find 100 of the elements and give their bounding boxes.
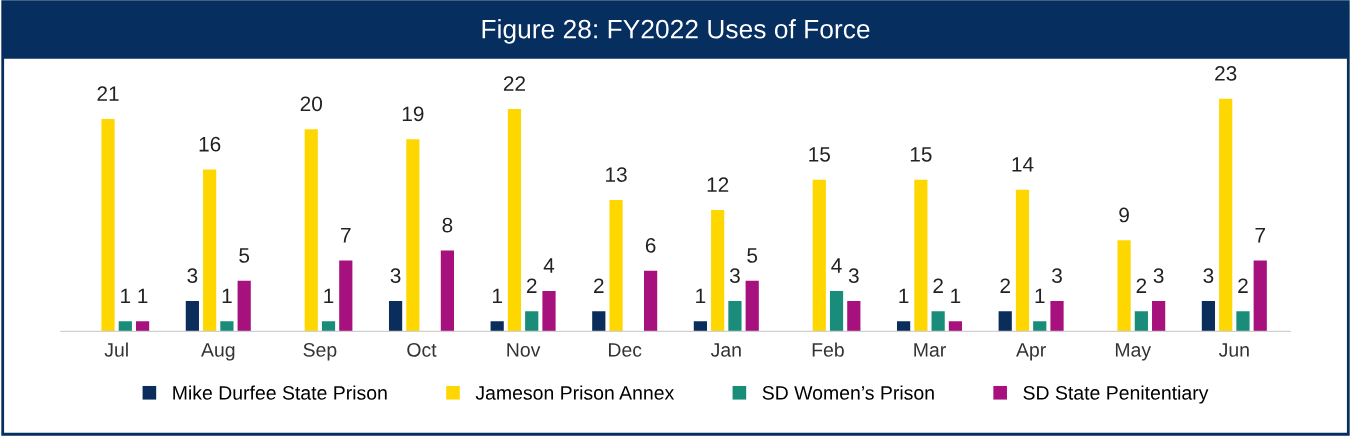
data-label: 2 bbox=[1238, 278, 1248, 293]
bar bbox=[609, 199, 623, 332]
bar bbox=[542, 290, 556, 332]
data-label: 1 bbox=[1035, 288, 1045, 304]
bar bbox=[490, 321, 504, 332]
data-label: 1 bbox=[324, 288, 334, 304]
bar bbox=[931, 311, 945, 332]
bar bbox=[693, 321, 707, 332]
data-label: 2 bbox=[1000, 278, 1010, 293]
data-label: 3 bbox=[187, 268, 198, 284]
data-label: 7 bbox=[1255, 228, 1265, 243]
bar bbox=[745, 280, 759, 332]
bar bbox=[728, 301, 742, 332]
bar bbox=[1152, 301, 1166, 332]
bar bbox=[1253, 260, 1267, 332]
bar bbox=[101, 119, 115, 332]
bar bbox=[847, 301, 861, 332]
bar bbox=[339, 260, 353, 332]
x-tick-label: Jul bbox=[104, 342, 128, 357]
bar bbox=[203, 169, 217, 332]
bar bbox=[321, 321, 336, 332]
bar bbox=[914, 179, 928, 332]
data-label: 1 bbox=[222, 288, 232, 304]
bar bbox=[812, 179, 826, 332]
data-label: 3 bbox=[1052, 268, 1062, 284]
bar bbox=[525, 311, 539, 332]
data-label: 1 bbox=[696, 288, 706, 304]
x-tick-label: Jan bbox=[710, 343, 741, 357]
bar bbox=[220, 321, 234, 332]
data-label: 19 bbox=[402, 106, 424, 122]
bar bbox=[1015, 189, 1030, 332]
data-label: 2 bbox=[526, 278, 537, 293]
data-label: 1 bbox=[951, 288, 961, 304]
bar bbox=[948, 321, 963, 332]
data-label: 1 bbox=[492, 288, 502, 304]
bar bbox=[897, 321, 911, 332]
bar bbox=[507, 108, 522, 332]
data-label: 3 bbox=[729, 268, 740, 284]
data-label: 3 bbox=[1153, 268, 1164, 284]
bar bbox=[1050, 301, 1064, 332]
data-label: 15 bbox=[910, 147, 932, 162]
data-label: 1 bbox=[138, 288, 148, 304]
x-tick-label: Nov bbox=[507, 343, 541, 357]
bar bbox=[592, 311, 606, 332]
bar bbox=[185, 301, 199, 332]
data-label: 23 bbox=[1215, 66, 1237, 81]
bar bbox=[1219, 98, 1233, 332]
x-tick-label: Aug bbox=[201, 343, 235, 361]
bar bbox=[388, 301, 403, 332]
data-label: 21 bbox=[97, 86, 119, 101]
data-label: 13 bbox=[606, 167, 627, 182]
bar bbox=[135, 321, 150, 332]
data-label: 3 bbox=[390, 268, 401, 284]
data-label: 1 bbox=[121, 288, 131, 304]
bar bbox=[440, 250, 454, 332]
bar bbox=[237, 280, 251, 332]
bar bbox=[829, 290, 844, 332]
x-tick-label: Sep bbox=[303, 342, 337, 361]
data-label: 15 bbox=[809, 147, 830, 162]
data-label: 5 bbox=[747, 248, 758, 263]
data-label: 4 bbox=[831, 258, 842, 273]
data-label: 2 bbox=[933, 278, 943, 293]
bar bbox=[406, 139, 420, 332]
bar bbox=[304, 129, 318, 332]
x-tick-label: May bbox=[1115, 343, 1152, 361]
bar bbox=[1117, 240, 1131, 332]
data-label: 6 bbox=[645, 237, 656, 253]
data-label: 16 bbox=[199, 136, 221, 152]
bar bbox=[1201, 301, 1216, 332]
data-label: 3 bbox=[848, 268, 859, 284]
data-label: 4 bbox=[543, 258, 555, 273]
bar bbox=[118, 321, 132, 332]
bar bbox=[644, 270, 658, 332]
bar bbox=[1033, 321, 1047, 332]
data-label: 5 bbox=[239, 248, 250, 263]
data-label: 14 bbox=[1012, 157, 1034, 172]
data-label: 3 bbox=[1203, 268, 1214, 284]
data-label: 20 bbox=[300, 96, 323, 112]
bar bbox=[711, 210, 725, 332]
chart-title: Figure 28: FY2022 Uses of Force bbox=[482, 19, 870, 44]
bar bbox=[1134, 311, 1148, 332]
data-label: 2 bbox=[1136, 278, 1147, 293]
legend-label: Jameson Prison Annex bbox=[475, 385, 675, 400]
legend-label: Mike Durfee State Prison bbox=[173, 385, 387, 400]
data-label: 2 bbox=[594, 278, 604, 293]
legend-label: SD Women’s Prison bbox=[762, 385, 934, 400]
data-label: 12 bbox=[707, 177, 729, 192]
data-label: 9 bbox=[1119, 207, 1129, 223]
bar bbox=[998, 311, 1012, 332]
x-tick-label: Mar bbox=[914, 343, 946, 357]
data-label: 8 bbox=[442, 217, 453, 233]
x-tick-label: Oct bbox=[407, 342, 437, 357]
legend-label: SD State Penitentiary bbox=[1023, 385, 1209, 404]
x-tick-label: Feb bbox=[812, 342, 844, 357]
data-label: 1 bbox=[899, 288, 909, 304]
bar bbox=[1236, 311, 1250, 332]
data-label: 7 bbox=[341, 228, 351, 243]
x-tick-label: Apr bbox=[1016, 343, 1046, 361]
data-label: 22 bbox=[503, 76, 525, 91]
x-tick-label: Dec bbox=[609, 343, 642, 357]
